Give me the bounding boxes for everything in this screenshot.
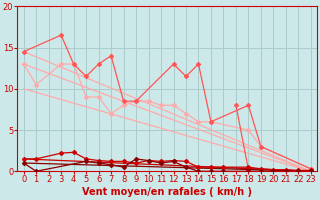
X-axis label: Vent moyen/en rafales ( km/h ): Vent moyen/en rafales ( km/h ) xyxy=(82,187,252,197)
